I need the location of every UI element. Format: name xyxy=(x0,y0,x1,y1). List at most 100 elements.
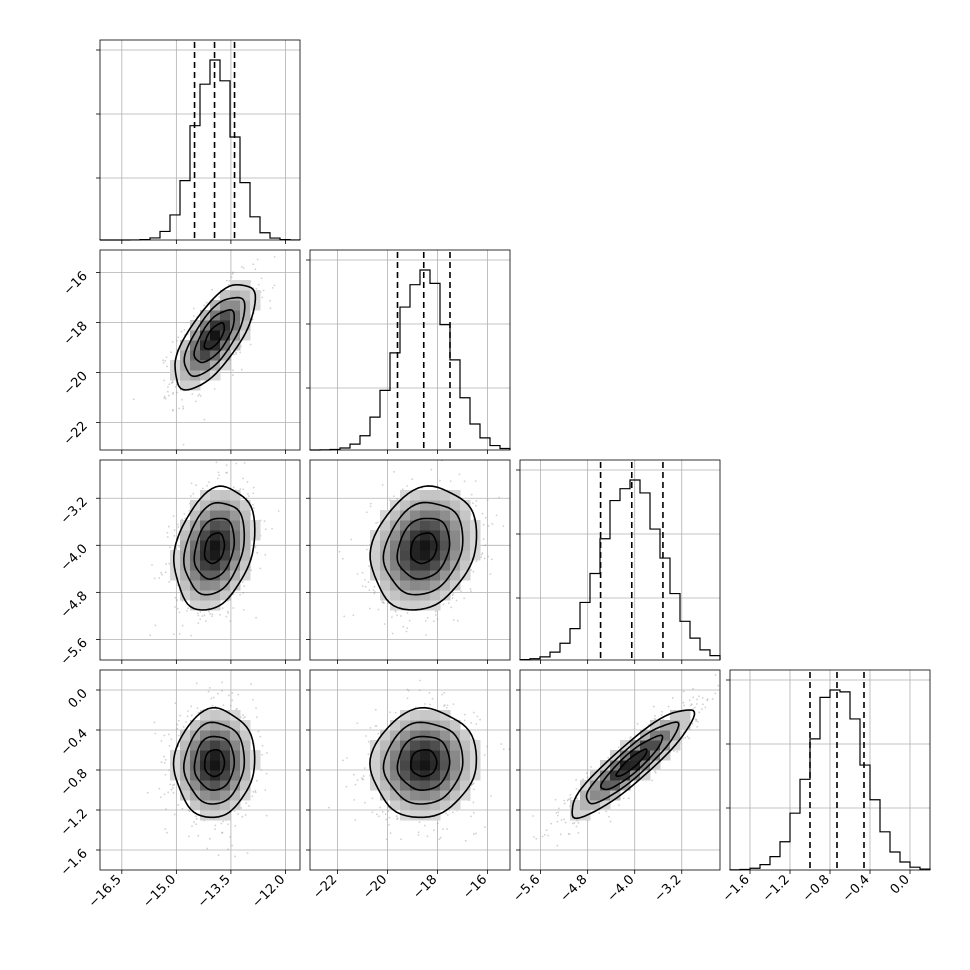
sample-point xyxy=(350,538,353,541)
scatter-panel-3-2 xyxy=(309,459,511,661)
sample-point xyxy=(434,610,437,613)
density-cell xyxy=(400,800,411,811)
sample-point xyxy=(167,386,169,388)
density-cell xyxy=(180,560,191,571)
density-cell xyxy=(210,730,221,741)
sample-point xyxy=(560,818,563,821)
density-cell xyxy=(390,790,401,801)
y-tick-label-2-3: −18 xyxy=(61,319,91,349)
sample-point xyxy=(249,343,252,346)
sample-point xyxy=(251,318,254,321)
density-cell xyxy=(370,550,381,561)
sample-point xyxy=(671,697,674,699)
sample-point xyxy=(472,801,475,804)
density-cell xyxy=(410,560,421,571)
sample-point xyxy=(220,832,223,834)
sample-point xyxy=(545,829,548,832)
sample-point xyxy=(221,607,224,610)
sample-point xyxy=(365,735,368,737)
density-cell xyxy=(420,560,431,571)
density-cell xyxy=(460,560,471,571)
sample-point xyxy=(480,556,483,559)
sample-point xyxy=(164,359,167,362)
sample-point xyxy=(374,591,376,593)
density-cell xyxy=(460,770,471,781)
density-cell xyxy=(620,750,631,761)
density-cell xyxy=(240,520,251,531)
sample-point xyxy=(353,798,356,801)
sample-point xyxy=(167,791,170,794)
sample-point xyxy=(153,577,156,580)
sample-point xyxy=(230,276,233,279)
sample-point xyxy=(447,602,450,604)
sample-point xyxy=(714,673,717,676)
density-cell xyxy=(230,320,241,331)
sample-point xyxy=(172,633,175,636)
density-cell xyxy=(220,580,231,591)
density-cell xyxy=(230,750,241,761)
sample-point xyxy=(473,788,475,791)
sample-point xyxy=(170,738,173,741)
density-cell xyxy=(180,590,191,601)
sample-point xyxy=(178,611,181,614)
sample-point xyxy=(557,807,560,810)
density-cell xyxy=(200,570,211,581)
sample-point xyxy=(177,336,180,339)
sample-point xyxy=(215,461,218,464)
sample-point xyxy=(391,616,393,619)
density-cell xyxy=(210,550,221,561)
density-cell xyxy=(600,770,611,781)
sample-point xyxy=(265,772,268,775)
sample-point xyxy=(169,783,172,786)
density-cell xyxy=(410,750,421,761)
sample-point xyxy=(556,844,559,847)
sample-point xyxy=(343,615,346,618)
sample-point xyxy=(362,778,365,780)
sample-point xyxy=(211,613,214,616)
density-cell xyxy=(650,720,661,731)
sample-point xyxy=(566,799,569,802)
density-cell xyxy=(220,310,231,321)
sample-point xyxy=(425,634,427,636)
sample-point xyxy=(443,704,446,707)
density-cell xyxy=(600,760,611,771)
sample-point xyxy=(672,750,675,752)
y-tick-label-4-4: −0.4 xyxy=(58,726,91,759)
sample-point xyxy=(354,818,357,821)
density-cell xyxy=(230,490,241,501)
density-cell xyxy=(450,570,461,581)
sample-point xyxy=(173,783,176,786)
density-cell xyxy=(380,570,391,581)
panel-content-4-1 xyxy=(100,670,300,870)
sample-point xyxy=(426,617,429,619)
sample-point xyxy=(227,848,229,851)
x-tick-label-4-3: −0.8 xyxy=(800,872,833,905)
density-cell xyxy=(420,740,431,751)
sample-point xyxy=(452,703,455,706)
sample-point xyxy=(222,704,225,707)
sample-point xyxy=(577,831,580,834)
density-cell xyxy=(390,560,401,571)
density-cell xyxy=(430,710,441,721)
density-cell xyxy=(180,790,191,801)
sample-point xyxy=(563,818,565,821)
sample-point xyxy=(432,620,435,623)
sample-point xyxy=(486,499,489,501)
density-cell xyxy=(590,790,601,801)
sample-point xyxy=(252,486,255,489)
sample-point xyxy=(214,824,217,827)
density-cell xyxy=(590,780,601,791)
density-cell xyxy=(420,810,431,821)
sample-point xyxy=(165,563,167,565)
sample-point xyxy=(377,608,380,611)
sample-point xyxy=(379,806,382,809)
density-cell xyxy=(430,790,441,801)
density-cell xyxy=(230,730,241,741)
density-cell xyxy=(450,740,461,751)
sample-point xyxy=(341,557,344,560)
density-cell xyxy=(600,780,611,791)
density-cell xyxy=(200,360,211,371)
sample-point xyxy=(260,277,263,280)
density-cell xyxy=(610,760,621,771)
density-cell xyxy=(650,730,661,741)
